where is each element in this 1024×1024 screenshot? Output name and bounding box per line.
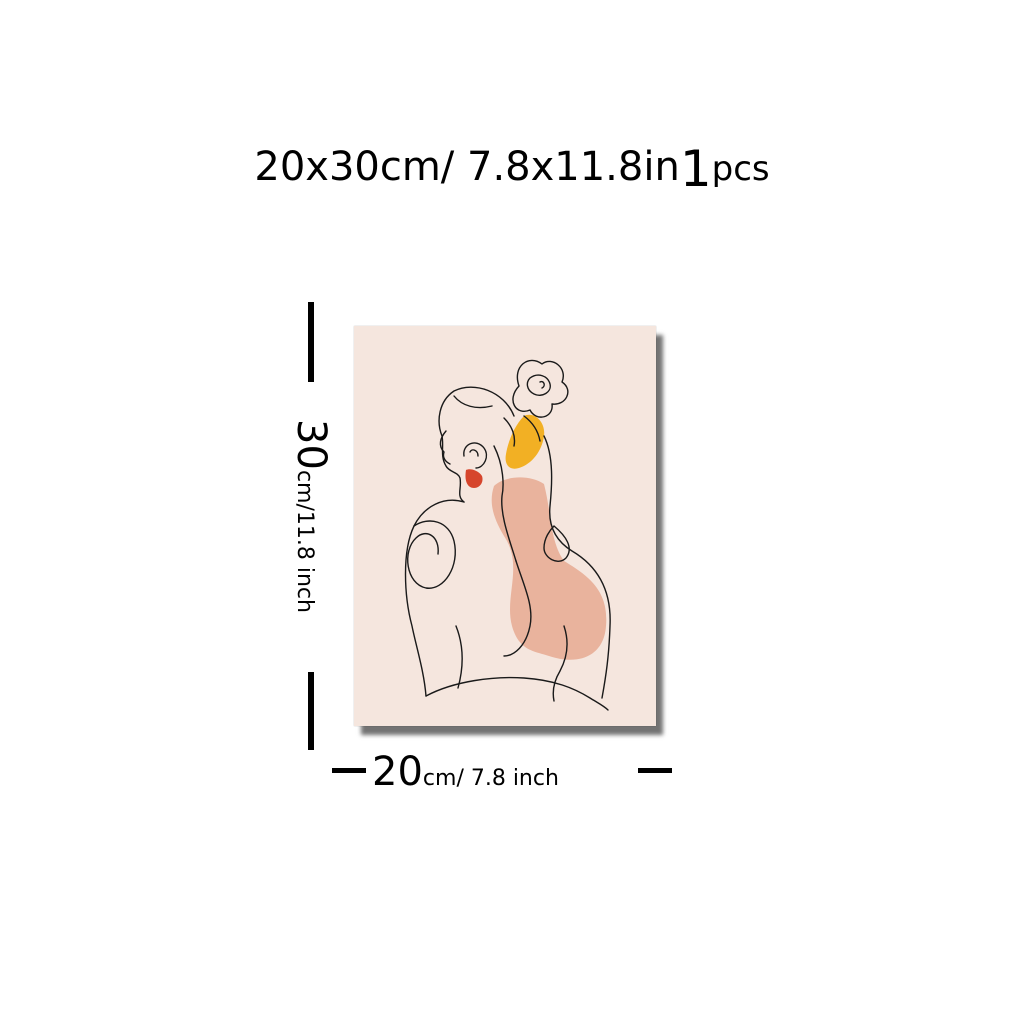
width-line-left (332, 768, 366, 773)
line-art-woman-illustration (354, 326, 656, 726)
quantity-unit: pcs (711, 149, 770, 189)
line-drawing (404, 359, 611, 711)
height-unit: cm (292, 469, 317, 504)
size-title: 20x30cm/ 7.8x11.8in1pcs (0, 138, 1024, 194)
height-rest: /11.8 inch (292, 503, 317, 613)
width-number: 20 (372, 749, 423, 795)
height-number: 30 (288, 419, 334, 470)
width-line-right (638, 768, 672, 773)
height-line-top (308, 302, 314, 382)
earring-shape (465, 469, 483, 488)
size-title-dims: 20x30cm/ 7.8x11.8in (254, 144, 680, 190)
width-label: 20cm/ 7.8 inch (372, 752, 559, 792)
width-rest: / 7.8 inch (456, 766, 559, 791)
height-label: 30cm/11.8 inch (288, 419, 334, 613)
blush-shape (491, 477, 607, 660)
quantity-number: 1 (679, 140, 712, 198)
canvas-print (354, 326, 656, 726)
height-line-bottom (308, 672, 314, 750)
width-unit: cm (422, 766, 457, 791)
